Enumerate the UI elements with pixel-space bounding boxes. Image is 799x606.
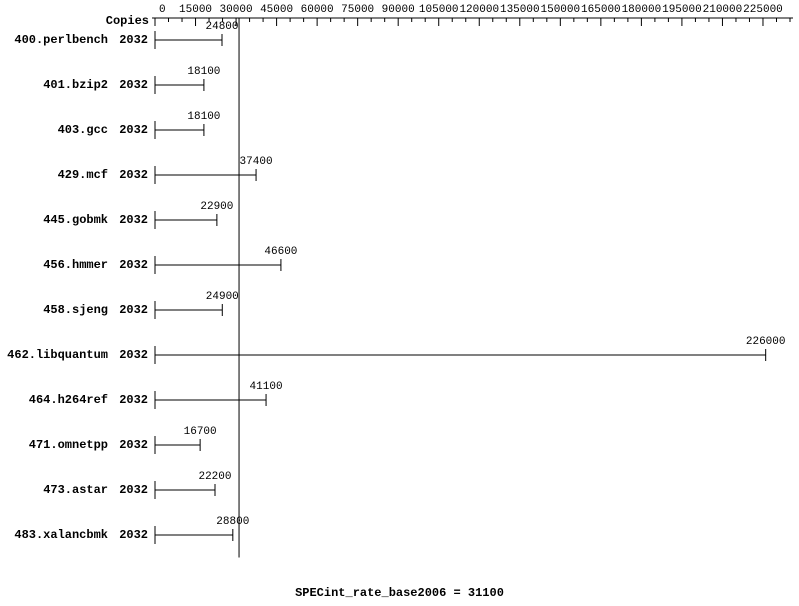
chart-overlay: 0 15000 30000 45000 60000 75000 90000 105000120…: [0, 0, 799, 606]
bar-value-label: 22900: [200, 201, 233, 213]
axis-tick-label: 120000: [459, 4, 499, 16]
axis-tick-label: 90000: [382, 4, 415, 16]
bar-value-label: 41100: [250, 381, 283, 393]
copies-label: 2032: [0, 78, 148, 92]
bar-value-label: 37400: [240, 156, 273, 168]
bar-value-label: 18100: [187, 66, 220, 78]
axis-tick-label: 150000: [541, 4, 581, 16]
copies-label: 2032: [0, 303, 148, 317]
bar-value-label: 24900: [206, 291, 239, 303]
copies-label: 2032: [0, 348, 148, 362]
copies-label: 2032: [0, 123, 148, 137]
spec-chart: Copies 015000300004500060000750009000010…: [0, 0, 799, 606]
axis-tick-label: 75000: [341, 4, 374, 16]
axis-tick-label: 210000: [703, 4, 743, 16]
bar-value-label: 24800: [205, 21, 238, 33]
copies-label: 2032: [0, 168, 148, 182]
axis-tick-label: 225000: [743, 4, 783, 16]
bar-value-label: 18100: [187, 111, 220, 123]
copies-label: 2032: [0, 213, 148, 227]
copies-label: 2032: [0, 528, 148, 542]
axis-tick-label: 105000: [419, 4, 459, 16]
copies-label: 2032: [0, 393, 148, 407]
axis-tick-label: 15000: [179, 4, 212, 16]
axis-tick-label: 45000: [260, 4, 293, 16]
axis-tick-label: 0: [159, 4, 166, 16]
axis-tick-label: 60000: [301, 4, 334, 16]
axis-tick-label: 30000: [220, 4, 253, 16]
copies-label: 2032: [0, 483, 148, 497]
axis-tick-label: 135000: [500, 4, 540, 16]
bar-value-label: 226000: [746, 336, 786, 348]
bar-value-label: 16700: [184, 426, 217, 438]
copies-label: 2032: [0, 438, 148, 452]
copies-label: 2032: [0, 33, 148, 47]
copies-label: 2032: [0, 258, 148, 272]
axis-tick-label: 165000: [581, 4, 621, 16]
axis-tick-label: 180000: [622, 4, 662, 16]
bar-value-label: 28800: [216, 516, 249, 528]
footer-label: SPECint_rate_base2006 = 31100: [0, 586, 799, 600]
bar-value-label: 46600: [264, 246, 297, 258]
bar-value-label: 22200: [198, 471, 231, 483]
axis-tick-label: 195000: [662, 4, 702, 16]
